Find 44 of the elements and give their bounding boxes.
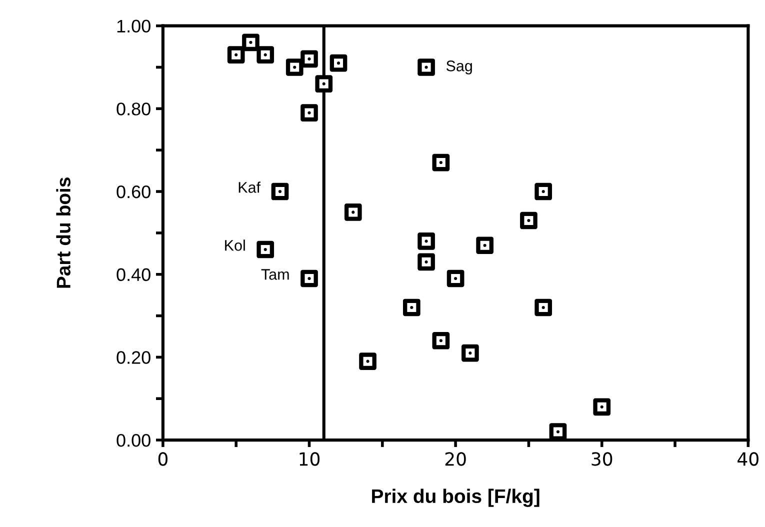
point (432, 332, 450, 350)
point (300, 270, 318, 288)
point (402, 298, 420, 316)
annotation: Sag (446, 60, 472, 74)
x-tick-label: 30 (592, 452, 612, 466)
y-tick-label: 0.20 (116, 351, 150, 364)
point (446, 270, 464, 288)
point (242, 34, 260, 52)
y-tick-label: 0.40 (116, 268, 150, 282)
y-tick-label: 0.60 (116, 185, 150, 198)
annotation: Tam (261, 269, 289, 280)
x-tick-label: 0 (158, 452, 168, 466)
x-axis-title: Prix du bois [F/kg] (372, 488, 540, 507)
point (432, 154, 450, 172)
point (462, 344, 479, 362)
point (286, 58, 304, 76)
annotation: Kol (225, 240, 245, 251)
point (300, 104, 318, 122)
y-tick-label: 1.00 (117, 20, 150, 33)
point (300, 50, 318, 68)
x-tick-label: 40 (738, 452, 758, 466)
annotation: Kaf (238, 182, 261, 193)
y-axis-title: Part du bois (56, 178, 70, 288)
y-tick-label: 0.80 (116, 102, 150, 116)
point (593, 398, 611, 416)
y-tick-label: 0.00 (116, 434, 150, 447)
point (344, 204, 362, 221)
point (418, 253, 435, 271)
point (256, 240, 274, 258)
x-tick-label: 10 (300, 452, 320, 466)
point (476, 236, 494, 254)
point (256, 46, 274, 64)
point (271, 182, 289, 200)
point (534, 298, 552, 316)
point (520, 212, 538, 230)
point (227, 46, 245, 64)
point (359, 352, 376, 370)
point (418, 58, 435, 76)
point (315, 75, 333, 92)
point (418, 232, 435, 250)
point (330, 54, 348, 72)
x-tick-label: 20 (445, 452, 466, 466)
point (534, 182, 552, 200)
point (549, 423, 567, 440)
